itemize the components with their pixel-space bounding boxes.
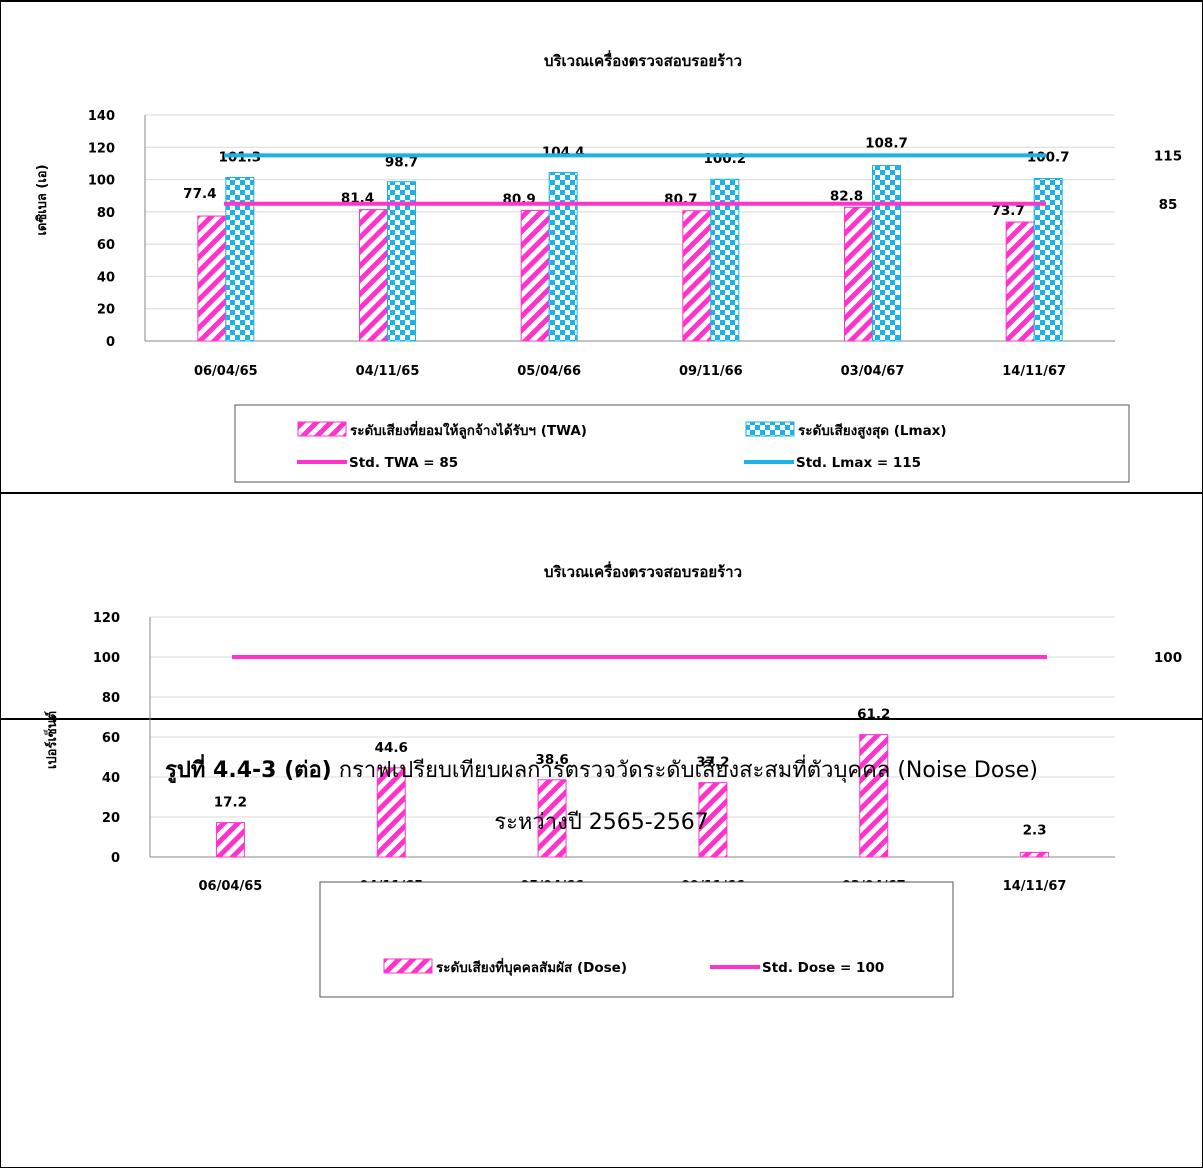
bar-a bbox=[682, 210, 712, 342]
y-tick-label: 80 bbox=[102, 691, 120, 706]
data-label: 98.7 bbox=[385, 155, 418, 171]
std-line-label: 115 bbox=[1154, 148, 1182, 164]
legend-swatch bbox=[745, 421, 795, 437]
std-line-label: 85 bbox=[1159, 197, 1178, 213]
y-tick-label: 100 bbox=[88, 174, 115, 189]
legend-label: Std. Lmax = 115 bbox=[796, 455, 921, 471]
y-tick-label: 0 bbox=[106, 335, 115, 350]
bar-a bbox=[215, 822, 245, 858]
figure-caption-line-2: ระหว่างปี 2565-2567 bbox=[494, 810, 709, 835]
bar-b bbox=[548, 171, 578, 342]
legend-box bbox=[319, 881, 954, 998]
caption-label: รูปที่ 4.4-3 (ต่อ) bbox=[165, 758, 332, 783]
y-tick-label: 120 bbox=[88, 141, 115, 156]
bar-a bbox=[520, 209, 550, 342]
y-tick-label: 100 bbox=[93, 651, 120, 666]
bar-a bbox=[859, 734, 889, 858]
bar-a bbox=[698, 782, 728, 858]
data-label: 108.7 bbox=[865, 136, 908, 152]
legend-label: ระดับเสียงที่ยอมให้ลูกจ้างได้รับฯ (TWA) bbox=[350, 420, 587, 439]
data-label: 100.7 bbox=[1027, 149, 1070, 165]
y-tick-label: 80 bbox=[97, 206, 115, 221]
std-line-label: 100 bbox=[1154, 650, 1182, 666]
y-axis-label: เปอร์เซ็นต์ bbox=[42, 711, 60, 769]
x-tick-label: 14/11/67 bbox=[1002, 364, 1066, 379]
data-label: 82.8 bbox=[830, 188, 863, 204]
y-tick-label: 60 bbox=[102, 731, 120, 746]
x-tick-label: 06/04/65 bbox=[194, 364, 258, 379]
legend-label: Std. Dose = 100 bbox=[762, 960, 884, 976]
data-label: 2.3 bbox=[1023, 822, 1047, 838]
x-tick-label: 06/04/65 bbox=[199, 879, 263, 894]
divider-1 bbox=[0, 492, 1203, 494]
y-tick-label: 20 bbox=[97, 303, 115, 318]
legend-box bbox=[234, 404, 1130, 483]
legend-swatch bbox=[297, 421, 347, 437]
bar-a bbox=[844, 206, 873, 342]
y-tick-label: 40 bbox=[97, 270, 115, 285]
data-label: 61.2 bbox=[857, 707, 890, 723]
legend-label: ระดับเสียงที่บุคคลสัมผัส (Dose) bbox=[436, 957, 627, 976]
y-tick-label: 140 bbox=[88, 109, 115, 124]
legend-label: ระดับเสียงสูงสุด (Lmax) bbox=[798, 423, 947, 439]
bar-a bbox=[197, 215, 227, 342]
data-label: 44.6 bbox=[375, 740, 408, 756]
caption-text: กราฟเปรียบเทียบผลการตรวจวัดระดับเสียงสะส… bbox=[331, 758, 1038, 783]
bar-a bbox=[1020, 851, 1050, 858]
legend-swatch bbox=[383, 958, 433, 974]
divider-2 bbox=[0, 718, 1203, 720]
bar-b bbox=[387, 181, 416, 342]
data-label: 17.2 bbox=[214, 795, 247, 811]
chart-title: บริเวณเครื่องตรวจสอบรอยร้าว bbox=[544, 561, 742, 581]
legend-label: Std. TWA = 85 bbox=[349, 455, 458, 471]
y-axis-label: เดซิเบล (เอ) bbox=[35, 164, 50, 235]
y-tick-label: 40 bbox=[102, 771, 120, 786]
data-label: 73.7 bbox=[992, 203, 1025, 219]
x-tick-label: 09/11/66 bbox=[679, 364, 743, 379]
x-tick-label: 03/04/67 bbox=[841, 364, 905, 379]
data-label: 101.3 bbox=[218, 149, 261, 165]
bar-b bbox=[710, 178, 740, 342]
y-tick-label: 60 bbox=[97, 238, 115, 253]
data-label: 37.2 bbox=[696, 755, 729, 771]
bar-b bbox=[872, 165, 901, 342]
y-tick-label: 20 bbox=[102, 811, 120, 826]
data-label: 77.4 bbox=[183, 186, 216, 202]
x-tick-label: 04/11/65 bbox=[356, 364, 420, 379]
data-label: 38.6 bbox=[535, 752, 568, 768]
bar-a bbox=[537, 779, 567, 858]
x-tick-label: 05/04/66 bbox=[517, 364, 581, 379]
chart-title: บริเวณเครื่องตรวจสอบรอยร้าว bbox=[544, 50, 742, 70]
bar-a bbox=[376, 767, 406, 858]
y-tick-label: 0 bbox=[111, 851, 120, 866]
figure-caption-line-1: รูปที่ 4.4-3 (ต่อ) กราฟเปรียบเทียบผลการต… bbox=[0, 752, 1203, 787]
bar-a bbox=[359, 209, 388, 342]
y-tick-label: 120 bbox=[93, 611, 120, 626]
bar-a bbox=[1005, 221, 1035, 342]
x-tick-label: 14/11/67 bbox=[1003, 879, 1067, 894]
data-label: 104.4 bbox=[542, 144, 585, 160]
